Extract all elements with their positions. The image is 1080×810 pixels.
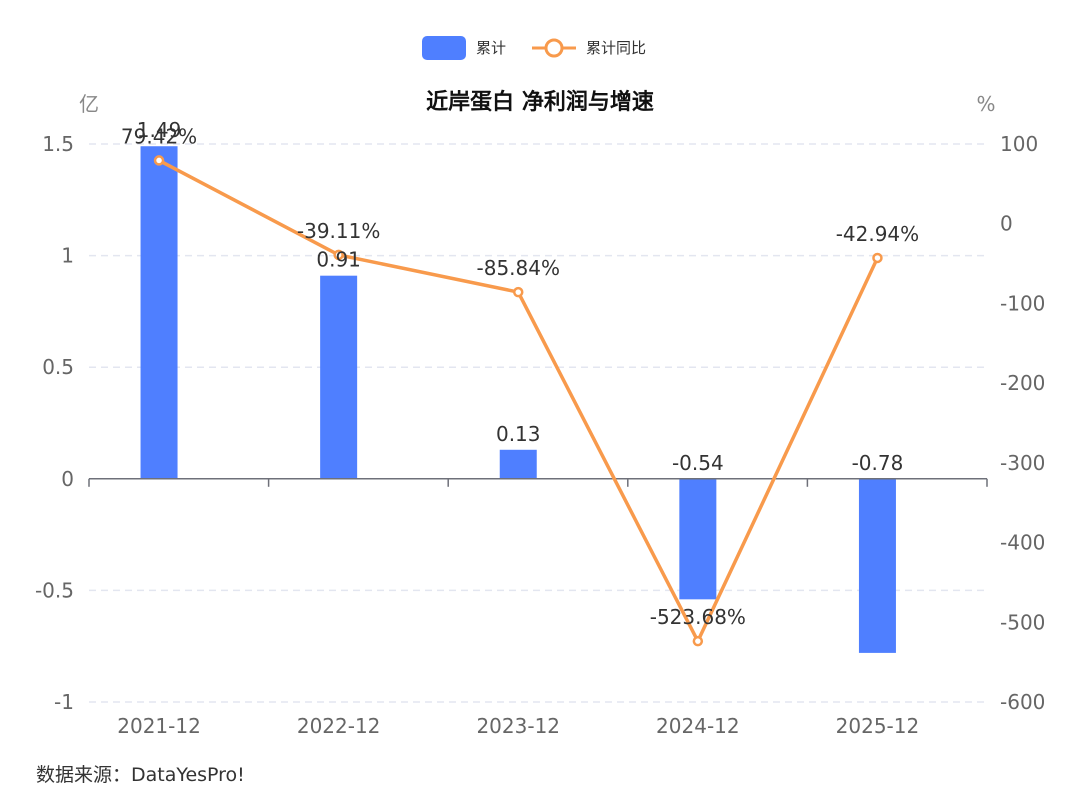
left-axis-tick-label: 1 xyxy=(61,244,74,268)
right-axis-tick-label: -200 xyxy=(1000,371,1045,395)
x-axis-tick-label: 2025-12 xyxy=(836,714,920,738)
bar xyxy=(499,449,537,479)
bar-series xyxy=(140,146,896,653)
legend[interactable]: 累计 累计同比 xyxy=(422,36,646,60)
left-axis-unit: 亿 xyxy=(79,92,99,116)
data-source-note: 数据来源：DataYesPro! xyxy=(36,764,245,786)
x-axis: 2021-12 2022-12 2023-12 2024-12 2025-12 xyxy=(88,478,988,738)
line-data-label: 79.42% xyxy=(121,124,197,148)
line-data-label: -523.68% xyxy=(650,605,746,629)
left-axis-tick-label: 0 xyxy=(61,467,74,491)
chart-title: 近岸蛋白 净利润与增速 xyxy=(426,89,654,115)
right-axis-tick-label: -400 xyxy=(1000,531,1045,555)
line-data-label: -85.84% xyxy=(477,256,560,280)
bar-data-label: 0.91 xyxy=(316,248,361,272)
bar xyxy=(679,478,717,600)
right-axis-tick-label: -300 xyxy=(1000,451,1045,475)
right-axis-ticks: 100 0 -100 -200 -300 -400 -500 -600 xyxy=(1000,132,1045,714)
legend-line-marker[interactable] xyxy=(544,38,564,58)
bar xyxy=(858,478,896,653)
legend-line-label[interactable]: 累计同比 xyxy=(586,39,646,57)
bar-data-label: 1.49 xyxy=(137,118,182,142)
left-axis-ticks: 1.5 1 0.5 0 -0.5 -1 xyxy=(35,132,74,714)
line-point xyxy=(872,252,883,264)
right-axis-tick-label: -600 xyxy=(1000,690,1045,714)
x-axis-tick-label: 2022-12 xyxy=(297,714,381,738)
right-axis-tick-label: -500 xyxy=(1000,610,1045,634)
gridlines xyxy=(89,143,987,703)
line-data-label: -42.94% xyxy=(836,222,919,246)
line-data-labels: 79.42% -39.11% -85.84% -523.68% -42.94% xyxy=(121,124,919,629)
bar xyxy=(320,275,358,479)
chart: 累计 累计同比 近岸蛋白 净利润与增速 亿 % 1.5 1 0.5 0 -0.5 -1 1… xyxy=(35,36,1045,738)
x-axis-tick-label: 2023-12 xyxy=(476,714,560,738)
bar xyxy=(140,146,178,479)
line-series xyxy=(153,155,883,647)
right-axis-tick-label: -100 xyxy=(1000,291,1045,315)
left-axis-tick-label: -1 xyxy=(54,690,74,714)
line-point xyxy=(692,635,704,647)
left-axis-tick-label: 0.5 xyxy=(42,355,74,379)
line-point xyxy=(512,286,524,298)
bar-data-label: 0.13 xyxy=(496,422,541,446)
bar-data-label: -0.54 xyxy=(672,451,724,475)
x-axis-tick-label: 2021-12 xyxy=(117,714,201,738)
bar-data-label: -0.78 xyxy=(852,451,904,475)
right-axis-unit: % xyxy=(976,92,995,116)
line-point xyxy=(153,155,165,166)
bar-data-labels: 1.49 0.91 0.13 -0.54 -0.78 xyxy=(137,118,904,475)
legend-bar-label[interactable]: 累计 xyxy=(476,39,506,57)
line-data-label: -39.11% xyxy=(297,219,380,243)
right-axis-tick-label: 100 xyxy=(1000,132,1038,156)
legend-bar-swatch[interactable] xyxy=(422,36,466,60)
x-axis-tick-label: 2024-12 xyxy=(656,714,740,738)
left-axis-tick-label: -0.5 xyxy=(35,578,74,602)
right-axis-tick-label: 0 xyxy=(1000,212,1013,236)
line-path xyxy=(158,158,880,643)
left-axis-tick-label: 1.5 xyxy=(42,132,74,156)
line-point xyxy=(333,249,344,261)
